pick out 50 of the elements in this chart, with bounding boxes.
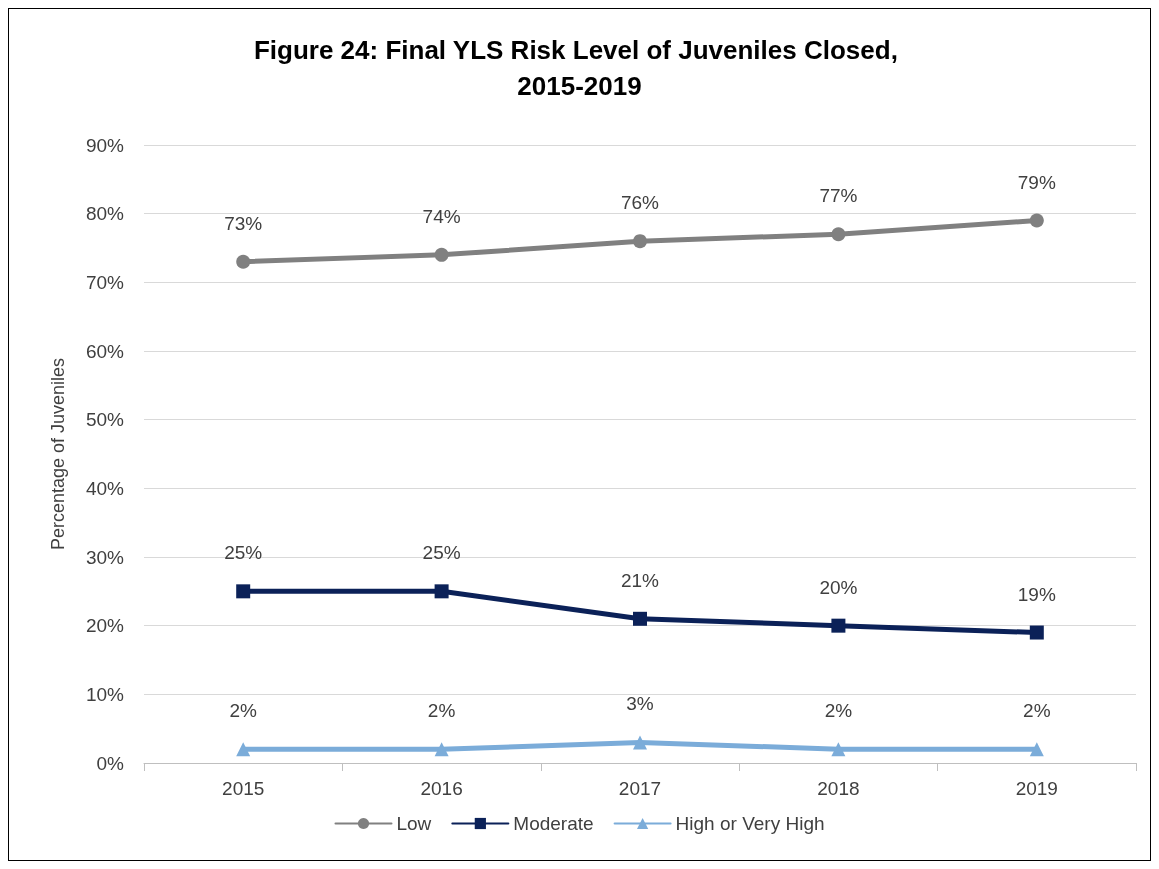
point (1029, 625, 1044, 640)
data-label: 2% (229, 700, 258, 722)
data-label: 20% (819, 576, 858, 598)
data-label: 21% (620, 569, 660, 591)
data-label: 79% (1017, 171, 1056, 193)
point (434, 247, 449, 262)
y-tick-label: 70% (85, 271, 125, 293)
point (236, 584, 251, 599)
legend-label: High or Very High (675, 813, 825, 834)
point (1029, 742, 1044, 757)
data-label: 2% (427, 700, 456, 722)
y-axis-title: Percentage of Juveniles (48, 357, 68, 551)
point (633, 611, 647, 626)
y-tick-label: 90% (85, 134, 125, 156)
data-label: 74% (422, 205, 461, 227)
point (434, 584, 449, 599)
point (831, 227, 846, 242)
x-tick-label: 2017 (618, 778, 662, 799)
data-label: 76% (620, 192, 660, 214)
point (633, 234, 647, 249)
data-label: 2% (824, 700, 853, 722)
y-tick-label: 60% (85, 340, 125, 362)
data-label: 19% (1017, 583, 1056, 605)
y-tick-label: 20% (85, 615, 125, 637)
point (236, 742, 251, 757)
data-label: 77% (819, 185, 858, 207)
legend-label: Low (396, 813, 432, 834)
point (1029, 213, 1044, 228)
data-label: 25% (224, 542, 263, 564)
y-tick-label: 80% (85, 203, 125, 225)
point (434, 742, 449, 757)
y-tick-label: 30% (85, 546, 125, 568)
y-tick-label: 40% (85, 477, 125, 499)
legend-label: Moderate (513, 813, 594, 834)
point (831, 742, 846, 757)
data-label: 25% (422, 542, 461, 564)
data-label: 73% (224, 212, 263, 234)
y-tick-label: 0% (96, 752, 125, 774)
y-tick-label: 50% (85, 409, 125, 431)
x-tick-label: 2015 (222, 778, 265, 799)
point (633, 735, 647, 750)
data-label: 2% (1023, 700, 1051, 722)
point (831, 618, 846, 633)
point (236, 254, 251, 269)
y-tick-label: 10% (85, 683, 125, 705)
chart-title: Figure 24: Final YLS Risk Level of Juveniles Closed, 2015-2019 (253, 35, 906, 101)
x-tick-label: 2016 (420, 778, 463, 799)
data-label: 3% (626, 693, 654, 715)
x-tick-label: 2018 (817, 778, 860, 799)
x-tick-label: 2019 (1015, 778, 1058, 799)
